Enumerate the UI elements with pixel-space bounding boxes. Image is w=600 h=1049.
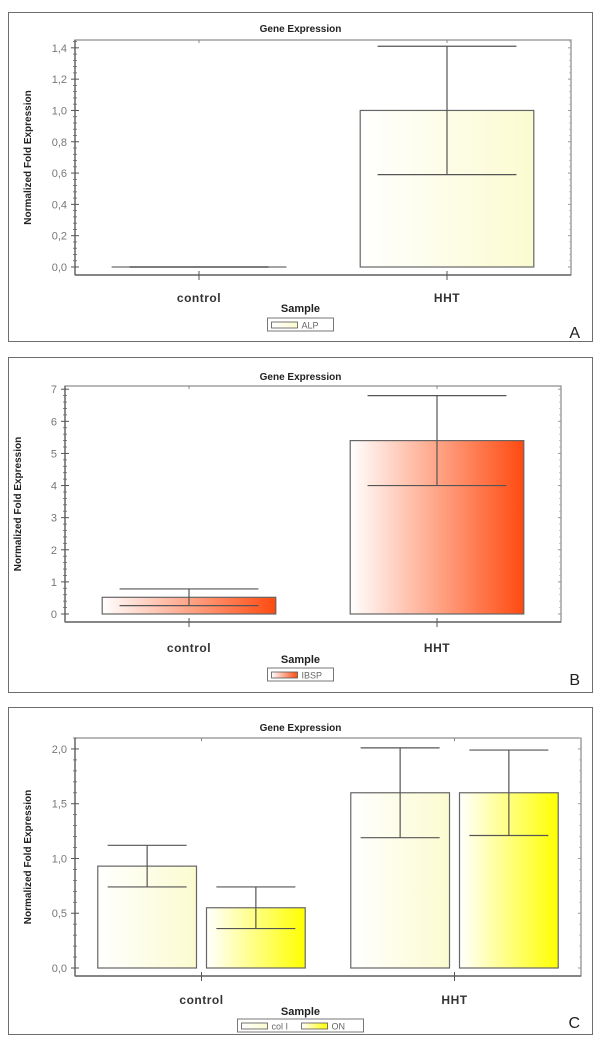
y-tick-label: 0,4 xyxy=(52,199,67,211)
x-category-label: control xyxy=(177,291,221,305)
y-tick-label: 0 xyxy=(51,609,57,621)
chart-title: Gene Expression xyxy=(260,24,342,35)
y-tick-label: 0,0 xyxy=(52,262,67,274)
x-category-label: HHT xyxy=(434,291,460,305)
y-tick-label: 0,0 xyxy=(52,963,67,975)
y-axis-label: Normalized Fold Expression xyxy=(23,90,34,224)
chart-title: Gene Expression xyxy=(260,372,342,383)
x-axis-label: Sample xyxy=(281,1006,320,1018)
legend-label: IBSP xyxy=(302,671,323,681)
chart-a-svg: Gene Expression 0,0 0,2 0,4 0,6 0,8 1,0 1,2 1,4 N… xyxy=(23,24,580,341)
y-axis-label: Normalized Fold Expression xyxy=(23,790,34,924)
panel-label: A xyxy=(569,325,580,341)
panel-label: C xyxy=(568,1015,580,1032)
y-tick-label: 1,4 xyxy=(52,43,67,55)
y-tick-label: 1 xyxy=(51,577,57,589)
y-tick-label: 0,2 xyxy=(52,231,67,243)
y-tick-label: 7 xyxy=(51,384,57,396)
x-category-label: HHT xyxy=(441,993,467,1007)
x-category-label: control xyxy=(179,993,223,1007)
chart-b-svg: Gene Expression 0 1 2 3 4 5 6 7 Normalized Fold E… xyxy=(13,372,580,689)
legend-swatch xyxy=(271,671,298,679)
legend-swatch xyxy=(271,321,298,329)
y-tick-label: 3 xyxy=(51,513,57,525)
x-category-label: control xyxy=(167,641,211,655)
y-tick-label: 1,5 xyxy=(52,799,67,811)
y-axis-label: Normalized Fold Expression xyxy=(13,437,24,571)
y-tick-label: 2 xyxy=(51,545,57,557)
y-tick-label: 0,6 xyxy=(52,168,67,180)
y-tick-label: 0,5 xyxy=(52,908,67,920)
chart-panel-b: Gene Expression 0 1 2 3 4 5 6 7 Normalized Fold E… xyxy=(8,357,593,693)
x-axis-label: Sample xyxy=(281,654,320,666)
panel-label: B xyxy=(569,672,580,689)
y-tick-label: 1,0 xyxy=(52,853,67,865)
legend-label: col I xyxy=(272,1022,289,1032)
y-tick-label: 4 xyxy=(51,481,57,493)
chart-panel-c: Gene Expression 0,0 0,5 1,0 1,5 2,0 Normalized… xyxy=(8,707,593,1035)
legend-swatch xyxy=(241,1022,268,1030)
legend-label: ON xyxy=(332,1022,346,1032)
legend-box xyxy=(237,1018,364,1033)
chart-title: Gene Expression xyxy=(260,723,342,734)
y-tick-label: 5 xyxy=(51,448,57,460)
x-category-label: HHT xyxy=(424,641,450,655)
chart-panel-a: Gene Expression 0,0 0,2 0,4 0,6 0,8 1,0 1,2 1,4 N… xyxy=(8,12,593,342)
y-tick-label: 1,0 xyxy=(52,105,67,117)
legend-label: ALP xyxy=(302,321,319,331)
chart-c-svg: Gene Expression 0,0 0,5 1,0 1,5 2,0 Normalized… xyxy=(23,723,582,1033)
x-axis-label: Sample xyxy=(281,303,320,315)
y-tick-label: 2,0 xyxy=(52,744,67,756)
y-tick-label: 0,8 xyxy=(52,137,67,149)
y-tick-label: 6 xyxy=(51,416,57,428)
y-tick-label: 1,2 xyxy=(52,74,67,86)
legend-swatch xyxy=(301,1022,328,1030)
